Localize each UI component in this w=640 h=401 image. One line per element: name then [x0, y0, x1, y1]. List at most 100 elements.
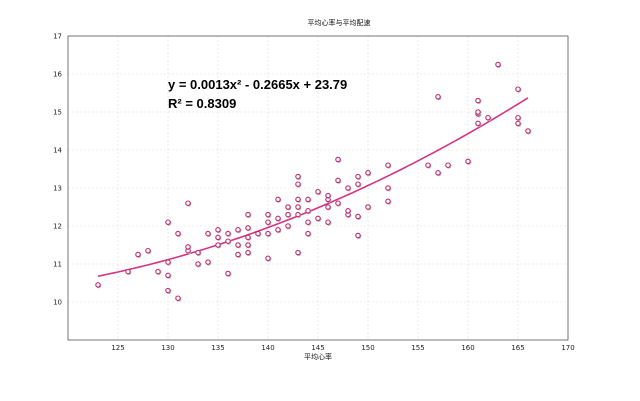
data-point: [195, 249, 201, 256]
data-point: [275, 215, 281, 222]
trendline-group: [97, 97, 529, 278]
data-point: [425, 162, 431, 168]
data-point: [265, 255, 271, 262]
data-point: [165, 219, 171, 225]
data-point: [465, 158, 471, 165]
data-point: [285, 204, 291, 210]
plot-frame: [67, 35, 569, 341]
data-point: [215, 227, 221, 233]
data-point: [245, 234, 251, 241]
data-point: [235, 242, 241, 248]
data-point: [225, 230, 231, 237]
data-point: [295, 196, 301, 203]
trendline-equation: y = 0.0013x² - 0.2665x + 23.79: [168, 77, 347, 92]
y-tick-label: 13: [53, 185, 62, 193]
data-point: [295, 173, 301, 180]
y-tick-label: 16: [53, 71, 62, 79]
data-point: [355, 213, 361, 220]
data-point: [215, 242, 221, 248]
data-point: [515, 114, 521, 121]
data-point: [305, 219, 311, 225]
data-point: [355, 173, 361, 180]
data-point: [225, 270, 231, 277]
data-point: [515, 120, 521, 127]
y-tick-label: 11: [53, 261, 62, 269]
chart-title: 平均心率与平均配速: [308, 18, 371, 27]
data-point: [265, 211, 271, 218]
data-point: [225, 238, 231, 244]
data-point: [155, 268, 161, 275]
data-point: [275, 196, 281, 203]
data-point: [475, 97, 481, 104]
x-tick-label: 155: [411, 344, 424, 352]
data-point: [345, 208, 351, 214]
data-point: [315, 189, 321, 195]
r-squared-label: R² = 0.8309: [168, 96, 236, 111]
data-point: [135, 251, 141, 258]
x-tick-label: 125: [111, 344, 124, 352]
data-point: [235, 251, 241, 258]
data-point: [245, 225, 251, 231]
data-point: [165, 259, 171, 265]
data-point: [265, 219, 271, 225]
data-point: [305, 230, 311, 237]
data-point: [305, 196, 311, 203]
x-tick-label: 135: [211, 344, 224, 352]
data-point: [485, 114, 491, 121]
data-point: [335, 156, 341, 163]
data-point: [185, 244, 191, 250]
y-tick-label: 12: [53, 223, 62, 231]
x-tick-label: 170: [561, 344, 574, 352]
data-point: [385, 162, 391, 168]
data-point: [285, 223, 291, 229]
data-point: [145, 247, 151, 254]
data-point: [295, 249, 301, 256]
data-point: [295, 211, 301, 218]
data-point: [245, 249, 251, 256]
x-axis-label: 平均心率: [304, 352, 332, 361]
data-point: [495, 61, 501, 68]
data-point: [205, 259, 211, 265]
data-point: [235, 227, 241, 233]
data-point: [215, 234, 221, 241]
trendline: [97, 97, 529, 278]
x-tick-label: 150: [361, 344, 374, 352]
data-point: [435, 170, 441, 176]
data-point: [385, 185, 391, 191]
y-tick-label: 15: [53, 109, 62, 117]
x-tick-label: 145: [311, 344, 324, 352]
x-tick-label: 130: [161, 344, 174, 352]
data-point: [325, 204, 331, 210]
data-point: [335, 200, 341, 206]
points-group: [95, 61, 532, 302]
data-point: [275, 227, 281, 233]
data-point: [165, 287, 171, 294]
data-point: [175, 230, 181, 237]
x-tick-label: 160: [461, 344, 474, 352]
data-point: [515, 86, 521, 92]
data-point: [255, 230, 261, 237]
x-tick-label: 165: [511, 344, 524, 352]
data-point: [245, 211, 251, 218]
data-point: [475, 120, 481, 127]
data-point: [335, 177, 341, 184]
data-point: [345, 185, 351, 191]
data-point: [525, 128, 531, 134]
data-point: [355, 232, 361, 239]
plot-border: [67, 35, 569, 341]
data-point: [125, 268, 131, 275]
data-point: [205, 230, 211, 237]
data-point: [245, 242, 251, 248]
data-point: [385, 198, 391, 205]
y-tick-label: 14: [53, 147, 62, 155]
data-point: [295, 204, 301, 210]
data-point: [295, 181, 301, 187]
data-point: [315, 215, 321, 222]
data-point: [435, 94, 441, 100]
data-point: [95, 282, 101, 288]
data-point: [355, 181, 361, 187]
y-tick-label: 10: [53, 299, 62, 307]
data-point: [475, 109, 481, 115]
data-point: [365, 170, 371, 176]
